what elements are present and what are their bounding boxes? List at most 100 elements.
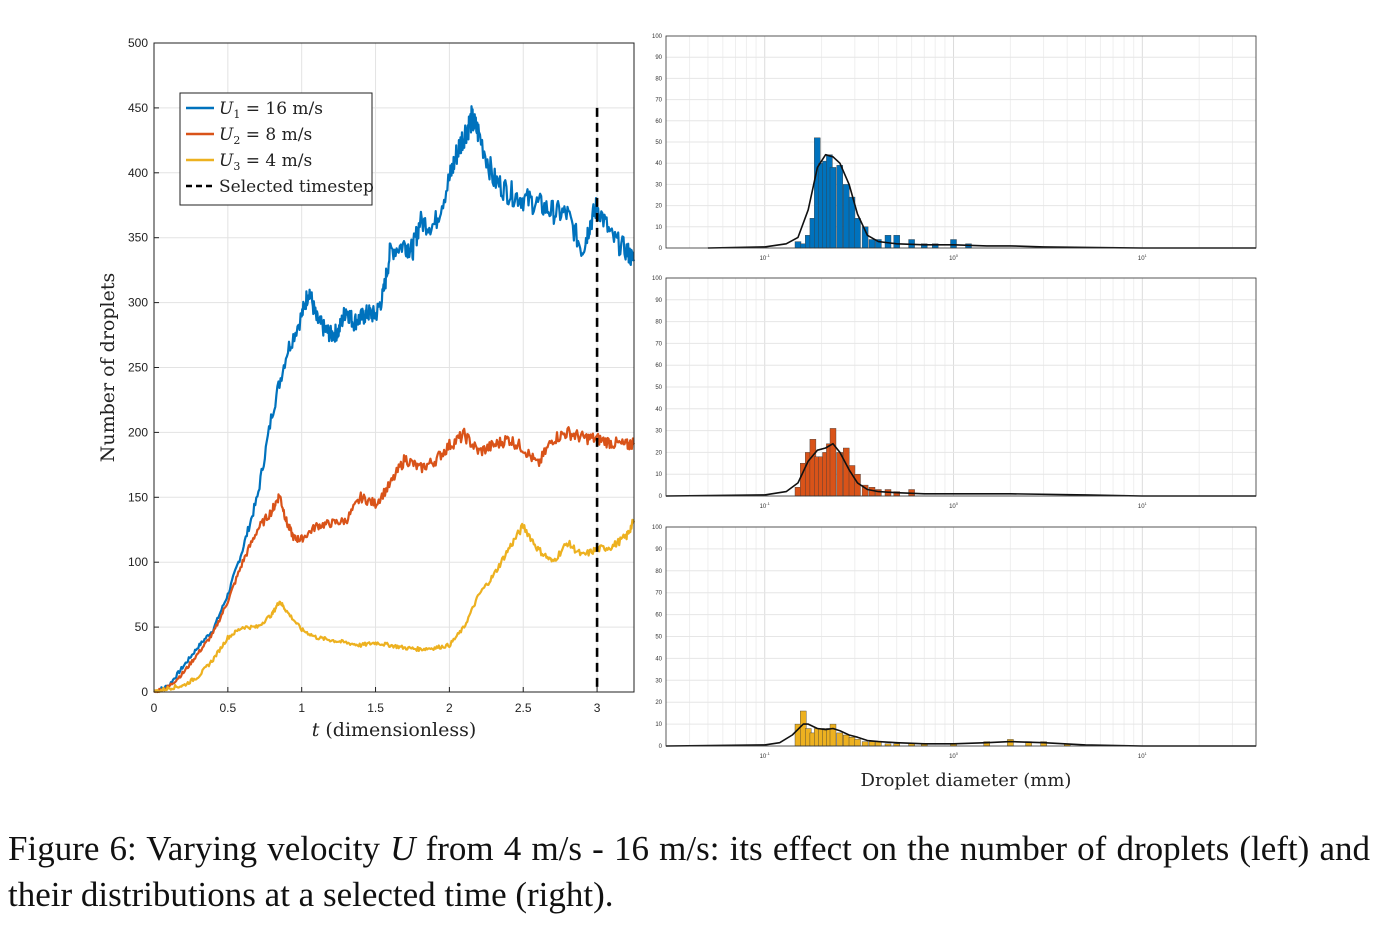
density-curve [707, 153, 1256, 249]
y-tick-label: 500 [128, 36, 148, 50]
x-tick-label: 1 [298, 701, 305, 715]
y-tick-label: 150 [128, 490, 148, 504]
caption-text-before: Varying velocity [146, 829, 381, 868]
x-tick-label: 2 [446, 701, 453, 715]
x-tick-label: 101 [1138, 253, 1148, 262]
histogram-bar [794, 241, 802, 249]
y-tick-label: 40 [655, 656, 662, 662]
y-tick-label: 80 [655, 320, 662, 326]
y-tick-label: 50 [655, 385, 662, 391]
y-tick-label: 60 [655, 613, 662, 619]
droplet-count-chart: 0 50 100 150 200 250 300 350 400 450 500 0 0.5 1 1.5 2… [97, 36, 636, 741]
y-tick-label: 250 [128, 361, 148, 375]
histogram-bar [950, 239, 957, 249]
x-tick-label: 3 [594, 701, 601, 715]
x-tick-label: 2.5 [515, 701, 532, 715]
y-tick-label: 30 [655, 182, 662, 188]
histogram-bar [843, 447, 850, 497]
histogram-bar [843, 184, 850, 249]
density-curve [665, 442, 1256, 497]
y-tick-label: 20 [655, 700, 662, 706]
y-tick-label: 80 [655, 76, 662, 82]
histogram-u2: 0 10 20 30 40 50 60 70 80 90 100 10-1 100 101 [652, 276, 1257, 510]
histogram-bar [836, 452, 843, 497]
y-tick-labels: 0 50 100 150 200 250 300 350 400 450 500 [128, 36, 148, 699]
y-tick-label: 50 [655, 140, 662, 146]
y-tick-label: 70 [655, 98, 662, 104]
y-tick-label: 60 [655, 119, 662, 125]
series-line-2 [153, 426, 636, 694]
x-tick-label: 10-1 [760, 253, 771, 262]
x-axis-label: t (dimensionless) [312, 719, 477, 741]
y-tick-label: 40 [655, 407, 662, 413]
y-tick-label: 100 [128, 555, 148, 569]
legend-entry: U3 = 4 m/s [219, 151, 312, 173]
series-line-1 [153, 105, 636, 694]
histogram-bar [861, 741, 869, 747]
histogram-u1: 0 10 20 30 40 50 60 70 80 90 100 10-1 100 101 [652, 34, 1257, 262]
legend-entry: Selected timestep [219, 177, 374, 197]
y-axis-label: Number of droplets [97, 273, 119, 462]
y-tick-label: 450 [128, 101, 148, 115]
x-tick-label: 100 [949, 253, 959, 262]
histogram-bar [829, 723, 837, 747]
y-tick-label: 0 [659, 246, 663, 252]
histogram-bar [868, 487, 876, 497]
y-tick-label: 40 [655, 161, 662, 167]
caption-label: Figure 6: [8, 829, 137, 868]
y-tick-label: 10 [655, 472, 662, 478]
histogram-bar [794, 487, 802, 497]
x-tick-label: 10-1 [760, 751, 771, 760]
y-tick-label: 100 [652, 276, 663, 282]
y-tick-label: 0 [659, 744, 663, 750]
histogram-bar [868, 741, 876, 747]
x-tick-label: 0 [151, 701, 158, 715]
series-line-3 [153, 518, 636, 694]
caption-symbol: U [390, 829, 416, 868]
y-tick-label: 30 [655, 429, 662, 435]
y-tick-label: 200 [128, 425, 148, 439]
histogram-bar [893, 235, 900, 249]
y-tick-label: 400 [128, 166, 148, 180]
y-tick-label: 100 [652, 34, 663, 40]
x-tick-label: 101 [1138, 751, 1148, 760]
figure-caption: Figure 6: Varying velocity U from 4 m/s … [8, 826, 1370, 918]
y-tick-label: 70 [655, 591, 662, 597]
y-tick-label: 0 [141, 685, 148, 699]
y-tick-label: 30 [655, 678, 662, 684]
plot-frame [665, 277, 1257, 497]
histogram-bar [848, 737, 856, 747]
y-tick-label: 20 [655, 450, 662, 456]
y-tick-label: 10 [655, 225, 662, 231]
density-curve [665, 723, 1256, 747]
y-tick-label: 90 [655, 298, 662, 304]
y-tick-label: 300 [128, 296, 148, 310]
y-tick-label: 90 [655, 55, 662, 61]
histogram-bar [854, 218, 861, 249]
histogram-bar [868, 239, 876, 249]
histogram-bar [836, 732, 843, 747]
histogram-bar [829, 167, 837, 249]
plot-frame [665, 35, 1257, 249]
histogram-x-axis-label: Droplet diameter (mm) [861, 770, 1072, 791]
plot-frame [665, 526, 1257, 747]
y-tick-label: 10 [655, 722, 662, 728]
histogram-bar [884, 235, 892, 249]
x-tick-label: 100 [949, 501, 959, 510]
histogram-bar [1007, 739, 1014, 747]
y-tick-label: 80 [655, 569, 662, 575]
y-tick-label: 50 [655, 635, 662, 641]
y-tick-label: 350 [128, 231, 148, 245]
y-tick-label: 70 [655, 341, 662, 347]
y-tick-label: 20 [655, 204, 662, 210]
histogram-bar [854, 739, 861, 747]
histogram-bar [843, 734, 850, 747]
plot-frame [153, 42, 635, 693]
x-tick-labels: 0 0.5 1 1.5 2 2.5 3 [151, 701, 601, 715]
y-tick-label: 60 [655, 363, 662, 369]
x-tick-label: 10-1 [760, 501, 771, 510]
histogram-u3: 0 10 20 30 40 50 60 70 80 90 100 10-1 100 101 [652, 525, 1257, 760]
histogram-bar [829, 428, 837, 497]
y-tick-label: 90 [655, 547, 662, 553]
